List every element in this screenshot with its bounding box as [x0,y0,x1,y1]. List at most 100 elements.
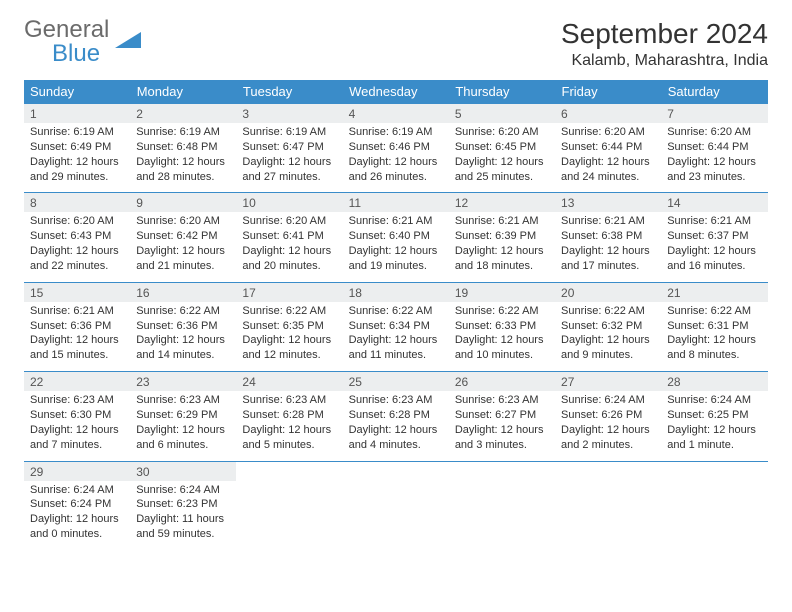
daylight-2: and 4 minutes. [349,438,443,453]
sunrise: Sunrise: 6:20 AM [667,125,761,140]
logo-text-blue: Blue [52,40,100,67]
logo: General Blue [24,18,141,66]
day-number: 18 [343,282,449,302]
daylight-1: Daylight: 12 hours [561,155,655,170]
dow-row: Sunday Monday Tuesday Wednesday Thursday… [24,80,768,104]
sunset: Sunset: 6:46 PM [349,140,443,155]
daylight-1: Daylight: 12 hours [136,244,230,259]
daylight-2: and 23 minutes. [667,170,761,185]
day-number: 20 [555,282,661,302]
sunrise: Sunrise: 6:23 AM [136,393,230,408]
day-number: 30 [130,461,236,481]
day-number: 2 [130,104,236,124]
day-cell: Sunrise: 6:22 AMSunset: 6:35 PMDaylight:… [236,302,342,372]
daylight-1: Daylight: 12 hours [455,155,549,170]
sunrise: Sunrise: 6:23 AM [30,393,124,408]
daylight-1: Daylight: 12 hours [136,155,230,170]
daylight-2: and 8 minutes. [667,348,761,363]
dow-saturday: Saturday [661,80,767,104]
week-num-row: 1234567 [24,104,768,124]
logo-text-general: General [24,16,109,43]
daylight-1: Daylight: 12 hours [30,155,124,170]
daylight-1: Daylight: 12 hours [349,155,443,170]
sunset: Sunset: 6:33 PM [455,319,549,334]
day-number: 7 [661,104,767,124]
day-cell: Sunrise: 6:20 AMSunset: 6:43 PMDaylight:… [24,212,130,282]
day-cell: Sunrise: 6:21 AMSunset: 6:39 PMDaylight:… [449,212,555,282]
sunset: Sunset: 6:43 PM [30,229,124,244]
empty-cell [449,481,555,550]
empty-cell [236,461,342,481]
day-number: 9 [130,193,236,213]
day-cell: Sunrise: 6:21 AMSunset: 6:40 PMDaylight:… [343,212,449,282]
sunrise: Sunrise: 6:23 AM [242,393,336,408]
day-cell: Sunrise: 6:23 AMSunset: 6:28 PMDaylight:… [343,391,449,461]
week-num-row: 2930 [24,461,768,481]
daylight-1: Daylight: 12 hours [667,244,761,259]
sunset: Sunset: 6:27 PM [455,408,549,423]
dow-monday: Monday [130,80,236,104]
daylight-1: Daylight: 12 hours [30,512,124,527]
day-number: 27 [555,372,661,392]
empty-cell [661,461,767,481]
sunset: Sunset: 6:42 PM [136,229,230,244]
week-num-row: 891011121314 [24,193,768,213]
sunset: Sunset: 6:34 PM [349,319,443,334]
sunrise: Sunrise: 6:23 AM [455,393,549,408]
daylight-2: and 9 minutes. [561,348,655,363]
day-cell: Sunrise: 6:24 AMSunset: 6:26 PMDaylight:… [555,391,661,461]
empty-cell [449,461,555,481]
day-cell: Sunrise: 6:19 AMSunset: 6:47 PMDaylight:… [236,123,342,193]
daylight-2: and 11 minutes. [349,348,443,363]
day-cell: Sunrise: 6:24 AMSunset: 6:24 PMDaylight:… [24,481,130,550]
week-num-row: 22232425262728 [24,372,768,392]
sunset: Sunset: 6:32 PM [561,319,655,334]
day-cell: Sunrise: 6:19 AMSunset: 6:46 PMDaylight:… [343,123,449,193]
sunset: Sunset: 6:23 PM [136,497,230,512]
sunrise: Sunrise: 6:23 AM [349,393,443,408]
day-number: 16 [130,282,236,302]
daylight-2: and 16 minutes. [667,259,761,274]
sunrise: Sunrise: 6:21 AM [30,304,124,319]
day-cell: Sunrise: 6:22 AMSunset: 6:36 PMDaylight:… [130,302,236,372]
sunset: Sunset: 6:41 PM [242,229,336,244]
day-number: 22 [24,372,130,392]
day-cell: Sunrise: 6:23 AMSunset: 6:30 PMDaylight:… [24,391,130,461]
sunset: Sunset: 6:26 PM [561,408,655,423]
daylight-2: and 3 minutes. [455,438,549,453]
daylight-1: Daylight: 12 hours [349,423,443,438]
sunrise: Sunrise: 6:20 AM [455,125,549,140]
daylight-2: and 28 minutes. [136,170,230,185]
day-number: 3 [236,104,342,124]
sunrise: Sunrise: 6:19 AM [30,125,124,140]
day-number: 12 [449,193,555,213]
day-cell: Sunrise: 6:19 AMSunset: 6:49 PMDaylight:… [24,123,130,193]
sunrise: Sunrise: 6:24 AM [30,483,124,498]
daylight-1: Daylight: 12 hours [667,155,761,170]
empty-cell [343,461,449,481]
daylight-1: Daylight: 12 hours [242,333,336,348]
day-number: 25 [343,372,449,392]
dow-tuesday: Tuesday [236,80,342,104]
sunrise: Sunrise: 6:22 AM [136,304,230,319]
day-cell: Sunrise: 6:21 AMSunset: 6:37 PMDaylight:… [661,212,767,282]
sunrise: Sunrise: 6:22 AM [455,304,549,319]
day-number: 5 [449,104,555,124]
day-cell: Sunrise: 6:20 AMSunset: 6:44 PMDaylight:… [661,123,767,193]
sunset: Sunset: 6:48 PM [136,140,230,155]
dow-wednesday: Wednesday [343,80,449,104]
day-cell: Sunrise: 6:21 AMSunset: 6:38 PMDaylight:… [555,212,661,282]
triangle-icon [115,30,141,55]
daylight-2: and 20 minutes. [242,259,336,274]
sunset: Sunset: 6:44 PM [561,140,655,155]
sunset: Sunset: 6:30 PM [30,408,124,423]
sunset: Sunset: 6:36 PM [136,319,230,334]
daylight-1: Daylight: 12 hours [242,244,336,259]
daylight-2: and 17 minutes. [561,259,655,274]
week-data-row: Sunrise: 6:23 AMSunset: 6:30 PMDaylight:… [24,391,768,461]
daylight-1: Daylight: 12 hours [455,333,549,348]
daylight-1: Daylight: 12 hours [242,155,336,170]
sunset: Sunset: 6:35 PM [242,319,336,334]
sunrise: Sunrise: 6:20 AM [136,214,230,229]
week-data-row: Sunrise: 6:19 AMSunset: 6:49 PMDaylight:… [24,123,768,193]
